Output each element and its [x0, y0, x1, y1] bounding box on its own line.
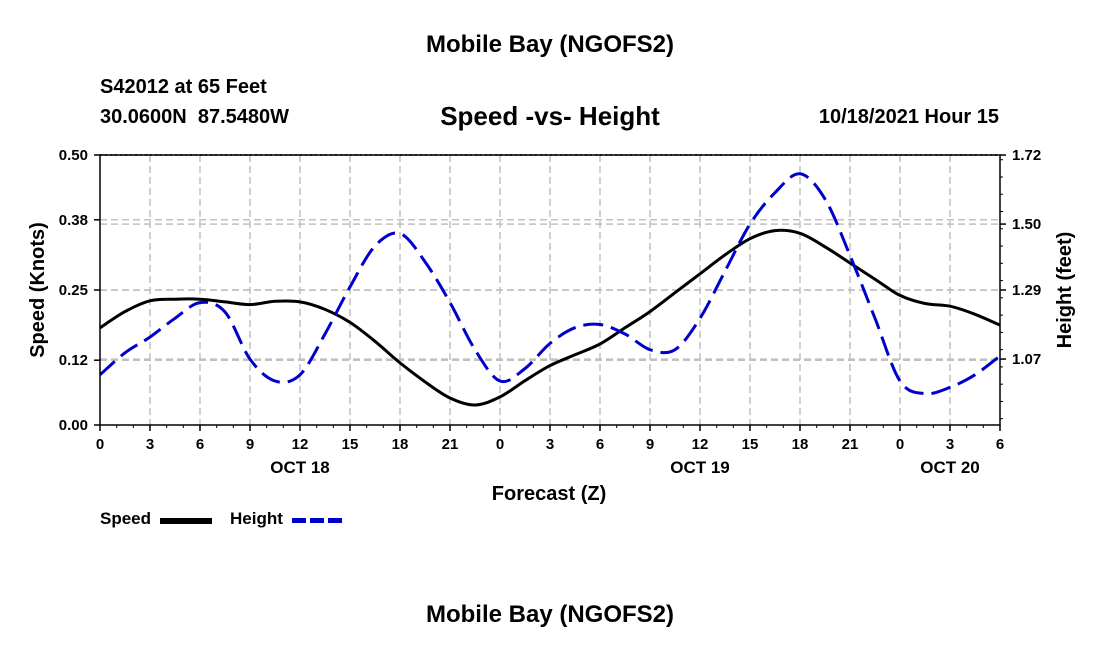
- x-tick-label: 3: [946, 436, 954, 453]
- chart-subtitle: Speed -vs- Height: [440, 101, 660, 131]
- x-tick-label: 6: [196, 436, 204, 453]
- y-tick-label: 0.50: [59, 147, 88, 164]
- x-tick-label: 12: [692, 436, 709, 453]
- x-tick-label: 0: [896, 436, 904, 453]
- y-tick-label: 0.12: [59, 352, 88, 369]
- x-tick-label: 18: [392, 436, 409, 453]
- x-tick-label: 18: [792, 436, 809, 453]
- forecast-datetime: 10/18/2021 Hour 15: [818, 106, 999, 128]
- y-tick-label: 0.00: [59, 417, 88, 434]
- x-tick-label: 21: [842, 436, 859, 453]
- series-line-speed: [99, 228, 1001, 407]
- legend-height-swatch: [292, 518, 342, 523]
- chart-title: Mobile Bay (NGOFS2): [425, 31, 675, 58]
- y-tick-label: 0.38: [59, 212, 88, 229]
- series-line-height: [99, 172, 1001, 396]
- y-tick-label: 0.25: [59, 282, 88, 299]
- x-tick-label: 21: [442, 436, 459, 453]
- x-tick-label: 0: [96, 436, 104, 453]
- x-tick-label: 9: [646, 436, 654, 453]
- station-label: S42012 at 65 Feet: [100, 76, 267, 98]
- x-axis-label: Forecast (Z): [492, 483, 606, 505]
- day-label: OCT 20: [920, 458, 980, 477]
- x-tick-label: 15: [742, 436, 759, 453]
- y2-tick-label: 1.72: [1012, 147, 1041, 164]
- footer-title: Mobile Bay (NGOFS2): [425, 601, 675, 628]
- day-label: OCT 19: [670, 458, 730, 477]
- y2-tick-label: 1.29: [1012, 282, 1041, 299]
- x-tick-label: 6: [996, 436, 1004, 453]
- x-tick-label: 15: [342, 436, 359, 453]
- y2-tick-label: 1.07: [1012, 351, 1041, 368]
- y-axis-label: Speed (Knots): [27, 222, 49, 358]
- y2-tick-label: 1.50: [1012, 216, 1041, 233]
- x-tick-label: 9: [246, 436, 254, 453]
- legend-height-label: Height: [230, 509, 283, 528]
- station-coordinates: 30.0600N 87.5480W: [100, 106, 290, 128]
- x-tick-label: 12: [292, 436, 309, 453]
- x-tick-label: 6: [596, 436, 604, 453]
- day-label: OCT 18: [270, 458, 330, 477]
- x-tick-label: 3: [146, 436, 154, 453]
- x-tick-label: 3: [546, 436, 554, 453]
- y2-axis-label: Height (feet): [1054, 232, 1076, 349]
- x-tick-label: 0: [496, 436, 504, 453]
- legend-speed-label: Speed: [100, 509, 152, 528]
- legend-speed-swatch: [160, 518, 212, 524]
